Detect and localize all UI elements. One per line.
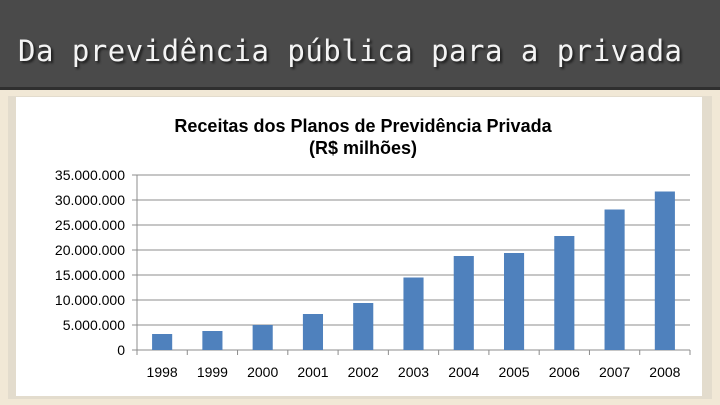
x-tick-label: 2006: [549, 364, 580, 380]
bar-2001: [302, 314, 324, 350]
x-tick-label: 1998: [147, 364, 178, 380]
chart-title: Receitas dos Planos de Previdência Priva…: [174, 116, 552, 136]
chart-subtitle: (R$ milhões): [309, 138, 417, 158]
bar-2007: [604, 209, 625, 350]
bar-2004: [453, 256, 474, 350]
bars: [152, 191, 675, 350]
x-tick-label: 2004: [448, 364, 479, 380]
y-tick-label: 0: [117, 342, 125, 358]
x-tick-labels: 1998 1999 2000 2001 2002 2003 2004 2005 2006 2007…: [147, 364, 681, 380]
bar-2000: [252, 325, 273, 350]
x-tick-label: 2008: [649, 364, 680, 380]
bar-2006: [554, 236, 575, 350]
x-tick-label: 2001: [297, 364, 328, 380]
slide-header: Da previdência pública para a privada: [0, 0, 720, 90]
bar-2005: [503, 253, 525, 350]
bar-2008: [654, 191, 675, 350]
y-tick-label: 15.000.000: [55, 267, 125, 283]
y-tick-label: 35.000.000: [55, 167, 125, 183]
x-tick-label: 2005: [498, 364, 529, 380]
slide-title: Da previdência pública para a privada: [18, 34, 683, 68]
x-tick-label: 2000: [247, 364, 278, 380]
y-tick-label: 20.000.000: [55, 242, 125, 258]
y-tick-label: 5.000.000: [63, 317, 125, 333]
x-tick-label: 2003: [398, 364, 429, 380]
bar-2003: [403, 277, 424, 350]
bar-2002: [353, 303, 374, 350]
y-tick-label: 25.000.000: [55, 217, 125, 233]
x-tick-label: 2007: [599, 364, 630, 380]
y-tick-label: 10.000.000: [55, 292, 125, 308]
x-tick-label: 2002: [348, 364, 379, 380]
x-tick-label: 1999: [197, 364, 228, 380]
y-tick-label: 30.000.000: [55, 192, 125, 208]
y-tick-labels: 0 5.000.000 10.000.000 15.000.000 20.000.000…: [55, 167, 125, 358]
bar-1999: [202, 331, 223, 350]
bar-1998: [152, 334, 173, 350]
